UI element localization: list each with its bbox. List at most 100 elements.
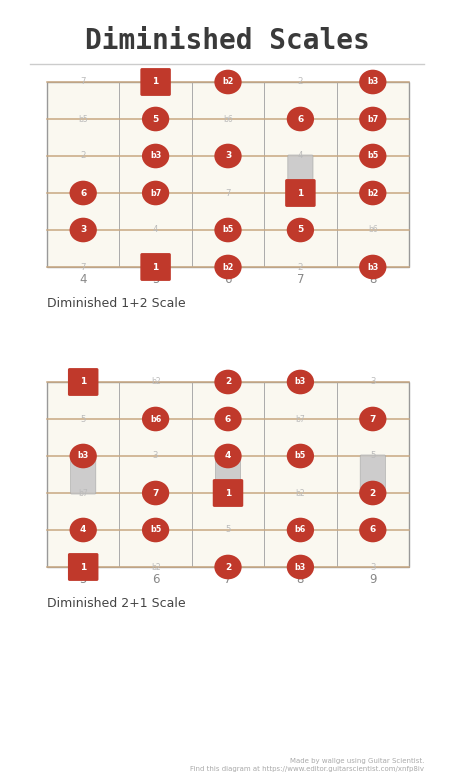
Text: 7: 7 — [80, 263, 86, 271]
Text: 9: 9 — [369, 573, 376, 586]
Text: b2: b2 — [151, 562, 160, 572]
Text: 3: 3 — [370, 378, 375, 386]
Text: 1: 1 — [297, 188, 304, 198]
Text: b6: b6 — [150, 414, 161, 424]
Text: 6: 6 — [224, 273, 232, 286]
Ellipse shape — [214, 217, 242, 242]
Ellipse shape — [69, 443, 97, 468]
Ellipse shape — [214, 407, 242, 432]
Text: b3: b3 — [295, 378, 306, 386]
Ellipse shape — [287, 443, 314, 468]
Ellipse shape — [214, 255, 242, 279]
Ellipse shape — [359, 181, 386, 206]
Text: 3: 3 — [370, 562, 375, 572]
Text: 1: 1 — [153, 77, 159, 87]
Text: b3: b3 — [78, 451, 89, 461]
Ellipse shape — [214, 70, 242, 95]
Text: b3: b3 — [367, 77, 379, 87]
Text: 4: 4 — [80, 526, 86, 535]
Text: 5: 5 — [79, 573, 87, 586]
Text: 6: 6 — [152, 573, 159, 586]
Text: b7: b7 — [367, 114, 379, 124]
Text: b6: b6 — [295, 526, 306, 535]
Ellipse shape — [287, 370, 314, 394]
Text: 3: 3 — [225, 152, 231, 160]
Ellipse shape — [214, 144, 242, 168]
Text: 4: 4 — [79, 273, 87, 286]
Ellipse shape — [142, 407, 169, 432]
Ellipse shape — [69, 518, 97, 543]
Text: b5: b5 — [79, 114, 88, 124]
Bar — [47, 82, 409, 267]
Text: 5: 5 — [80, 414, 86, 424]
Bar — [47, 382, 409, 567]
FancyBboxPatch shape — [71, 455, 96, 494]
Text: 6: 6 — [80, 188, 86, 198]
Text: 7: 7 — [224, 573, 232, 586]
Text: Made by wallge using Guitar Scientist.: Made by wallge using Guitar Scientist. — [290, 758, 424, 764]
Text: 5: 5 — [370, 451, 375, 461]
Text: 1: 1 — [153, 263, 159, 271]
Text: 1: 1 — [80, 378, 86, 386]
Ellipse shape — [142, 181, 169, 206]
FancyBboxPatch shape — [215, 455, 241, 494]
Text: b6: b6 — [223, 114, 233, 124]
Ellipse shape — [214, 554, 242, 579]
Text: b6: b6 — [368, 225, 378, 235]
Ellipse shape — [287, 554, 314, 579]
Text: Find this diagram at https://www.editor.guitarscientist.com/xnfp8iv: Find this diagram at https://www.editor.… — [190, 766, 424, 772]
FancyBboxPatch shape — [213, 479, 243, 507]
Text: Diminished 1+2 Scale: Diminished 1+2 Scale — [47, 297, 186, 310]
Text: b3: b3 — [150, 152, 161, 160]
Text: 5: 5 — [225, 526, 231, 535]
FancyBboxPatch shape — [140, 253, 171, 281]
Ellipse shape — [359, 70, 386, 95]
Text: 8: 8 — [297, 573, 304, 586]
FancyBboxPatch shape — [68, 368, 99, 396]
Text: b5: b5 — [367, 152, 379, 160]
Text: Diminished 2+1 Scale: Diminished 2+1 Scale — [47, 597, 186, 610]
Text: 2: 2 — [80, 152, 86, 160]
Text: 2: 2 — [370, 489, 376, 497]
Text: b2: b2 — [222, 263, 234, 271]
Text: b5: b5 — [295, 451, 306, 461]
FancyBboxPatch shape — [285, 179, 316, 207]
Text: 8: 8 — [369, 273, 376, 286]
Text: b3: b3 — [295, 562, 306, 572]
Text: 4: 4 — [298, 152, 303, 160]
Text: 7: 7 — [80, 77, 86, 87]
Ellipse shape — [287, 217, 314, 242]
Ellipse shape — [69, 217, 97, 242]
Ellipse shape — [142, 144, 169, 168]
Text: b7: b7 — [296, 414, 305, 424]
Text: 5: 5 — [152, 273, 159, 286]
Text: b2: b2 — [296, 489, 305, 497]
FancyBboxPatch shape — [68, 553, 99, 581]
Text: 1: 1 — [225, 489, 231, 497]
Text: b2: b2 — [151, 378, 160, 386]
Ellipse shape — [142, 518, 169, 543]
Text: 7: 7 — [370, 414, 376, 424]
Text: 7: 7 — [296, 273, 304, 286]
Ellipse shape — [287, 518, 314, 543]
Ellipse shape — [359, 106, 386, 131]
Text: 2: 2 — [298, 263, 303, 271]
Text: b7: b7 — [79, 489, 88, 497]
Text: 2: 2 — [298, 77, 303, 87]
FancyBboxPatch shape — [360, 455, 385, 494]
Text: 4: 4 — [153, 225, 158, 235]
Text: 6: 6 — [370, 526, 376, 535]
Text: b2: b2 — [222, 77, 234, 87]
Ellipse shape — [142, 481, 169, 505]
Text: 6: 6 — [297, 114, 304, 124]
Text: b5: b5 — [150, 526, 161, 535]
Ellipse shape — [69, 181, 97, 206]
Ellipse shape — [359, 407, 386, 432]
Text: b3: b3 — [367, 263, 379, 271]
Text: 2: 2 — [225, 562, 231, 572]
Text: 5: 5 — [297, 225, 304, 235]
Text: 5: 5 — [153, 114, 159, 124]
Text: 7: 7 — [225, 188, 231, 198]
Text: 2: 2 — [225, 378, 231, 386]
Text: 4: 4 — [225, 451, 231, 461]
